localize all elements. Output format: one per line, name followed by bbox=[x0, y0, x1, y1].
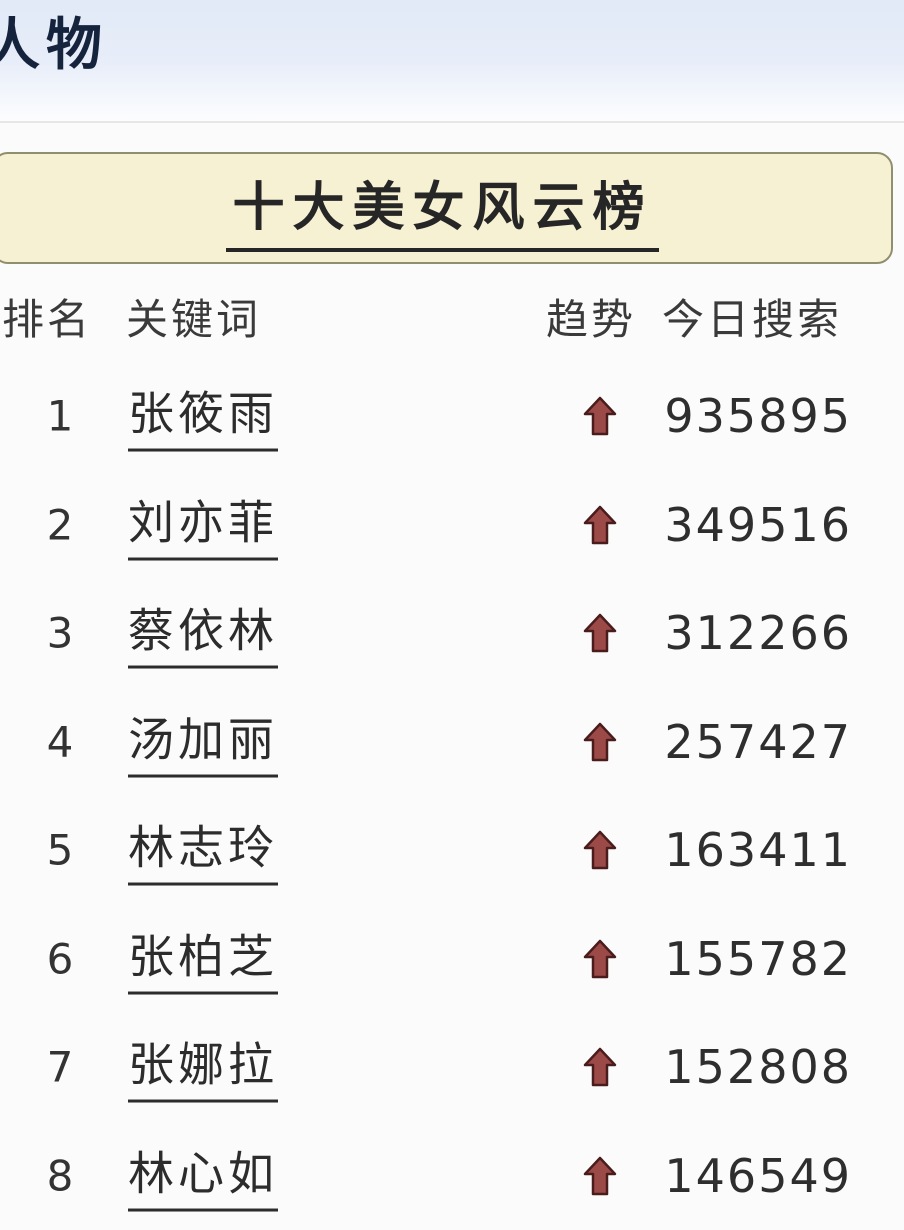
search-count: 146549 bbox=[636, 1149, 852, 1203]
search-count: 312266 bbox=[636, 606, 852, 660]
search-count: 163411 bbox=[636, 823, 852, 877]
keyword-link[interactable]: 刘亦菲 bbox=[128, 486, 278, 560]
rank-number: 2 bbox=[28, 500, 92, 549]
keyword-link[interactable]: 林志玲 bbox=[128, 812, 278, 886]
trend-up-icon bbox=[576, 613, 624, 653]
table-row: 6 张柏芝 155782 bbox=[0, 905, 904, 1014]
table-row: 8 林心如 146549 bbox=[0, 1122, 904, 1230]
rank-number: 8 bbox=[28, 1151, 92, 1200]
table-header: 排名 关键词 趋势 今日搜索 bbox=[0, 286, 904, 346]
keyword-link[interactable]: 蔡依林 bbox=[128, 595, 278, 669]
table-row: 2 刘亦菲 349516 bbox=[0, 471, 904, 580]
rank-number: 4 bbox=[28, 717, 92, 766]
table-row: 7 张娜拉 152808 bbox=[0, 1013, 904, 1122]
rank-number: 7 bbox=[28, 1043, 92, 1092]
search-count: 257427 bbox=[636, 715, 852, 769]
column-header-trend: 趋势 bbox=[546, 286, 636, 347]
keyword-link[interactable]: 林心如 bbox=[128, 1137, 278, 1211]
nav-tab-people[interactable]: 人物 bbox=[0, 0, 108, 81]
trend-up-icon bbox=[576, 1156, 624, 1196]
search-count: 152808 bbox=[636, 1040, 852, 1094]
keyword-link[interactable]: 汤加丽 bbox=[128, 703, 278, 777]
trend-up-icon bbox=[576, 505, 624, 545]
rank-number: 6 bbox=[28, 934, 92, 983]
trend-up-icon bbox=[576, 830, 624, 870]
table-row: 5 林志玲 163411 bbox=[0, 796, 904, 905]
ranking-title-panel: 十大美女风云榜 bbox=[0, 152, 893, 264]
search-count: 349516 bbox=[636, 498, 852, 552]
ranking-table-body: 1 张筱雨 935895 2 刘亦菲 349516 3 蔡依林 312266 4 bbox=[0, 362, 904, 1230]
keyword-link[interactable]: 张柏芝 bbox=[128, 920, 278, 994]
keyword-link[interactable]: 张筱雨 bbox=[128, 378, 278, 452]
column-header-keyword: 关键词 bbox=[126, 286, 261, 347]
trend-up-icon bbox=[576, 396, 624, 436]
trend-up-icon bbox=[576, 1047, 624, 1087]
search-count: 155782 bbox=[636, 932, 852, 986]
table-row: 3 蔡依林 312266 bbox=[0, 579, 904, 688]
column-header-rank: 排名 bbox=[2, 286, 92, 347]
trend-up-icon bbox=[576, 722, 624, 762]
ranking-title-link[interactable]: 十大美女风云榜 bbox=[226, 165, 658, 252]
rank-number: 3 bbox=[28, 609, 92, 658]
table-row: 1 张筱雨 935895 bbox=[0, 362, 904, 471]
keyword-link[interactable]: 张娜拉 bbox=[128, 1029, 278, 1103]
top-gradient-band: 人物 bbox=[0, 0, 904, 122]
rank-number: 5 bbox=[28, 826, 92, 875]
rank-number: 1 bbox=[28, 392, 92, 441]
trend-up-icon bbox=[576, 939, 624, 979]
column-header-search: 今日搜索 bbox=[662, 286, 842, 347]
search-count: 935895 bbox=[636, 389, 852, 443]
horizontal-divider bbox=[0, 121, 904, 123]
table-row: 4 汤加丽 257427 bbox=[0, 688, 904, 797]
